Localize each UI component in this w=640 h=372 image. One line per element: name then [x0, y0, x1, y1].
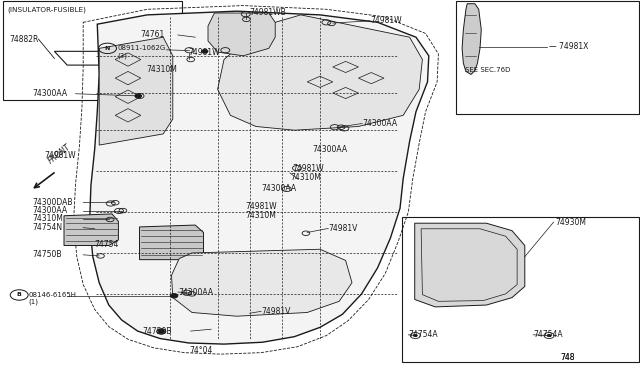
Circle shape [170, 294, 178, 298]
Text: 74981W: 74981W [245, 202, 276, 211]
Text: 74300AA: 74300AA [32, 206, 67, 215]
Polygon shape [140, 225, 204, 260]
Bar [456, 1, 639, 114]
Text: 74754: 74754 [95, 240, 119, 248]
Text: 74310M: 74310M [290, 173, 321, 182]
Text: 74754A: 74754A [533, 330, 563, 339]
Circle shape [413, 334, 417, 337]
Text: 74981WB: 74981WB [250, 8, 286, 17]
Text: 74981W: 74981W [45, 151, 76, 160]
Text: 74882R: 74882R [10, 35, 39, 44]
Text: 74754A: 74754A [408, 330, 438, 339]
Circle shape [159, 330, 163, 333]
Polygon shape [90, 11, 429, 344]
Text: 08146-6165H: 08146-6165H [28, 292, 76, 298]
Text: 74310M: 74310M [146, 65, 177, 74]
Text: 74761: 74761 [141, 31, 165, 39]
Circle shape [135, 94, 141, 98]
Text: 748: 748 [560, 353, 575, 362]
Text: FRONT: FRONT [46, 142, 72, 166]
Text: 74930M: 74930M [556, 218, 586, 227]
Text: 08911-1062G: 08911-1062G [117, 45, 165, 51]
Polygon shape [99, 37, 173, 145]
Bar [3, 1, 182, 100]
Text: (1): (1) [28, 298, 38, 305]
Polygon shape [462, 4, 481, 74]
Text: SEE SEC.76D: SEE SEC.76D [465, 67, 511, 73]
Circle shape [158, 330, 164, 333]
Text: 74981W: 74981W [292, 164, 323, 173]
Text: 74750B: 74750B [142, 327, 172, 336]
Text: 74300AA: 74300AA [178, 288, 213, 296]
Text: 74°04: 74°04 [189, 346, 213, 355]
Text: 74750B: 74750B [32, 250, 61, 259]
Text: 74310M: 74310M [245, 211, 276, 219]
Circle shape [547, 334, 551, 337]
Text: 74981V: 74981V [328, 224, 358, 233]
Text: 74981W: 74981W [370, 16, 401, 25]
Polygon shape [64, 214, 118, 246]
Text: — 74981X: — 74981X [549, 42, 589, 51]
Bar [402, 217, 639, 362]
Text: 748: 748 [560, 353, 575, 362]
Polygon shape [208, 13, 275, 56]
Text: 74300AA: 74300AA [32, 89, 67, 98]
Text: (3): (3) [117, 52, 127, 59]
Text: 74981W: 74981W [189, 48, 220, 57]
Text: 74300DAB: 74300DAB [32, 198, 72, 207]
Circle shape [138, 95, 141, 97]
Text: 74300AA: 74300AA [261, 184, 296, 193]
Text: 74981V: 74981V [261, 307, 291, 316]
Text: N: N [105, 46, 110, 51]
Circle shape [202, 49, 208, 53]
Polygon shape [218, 15, 422, 130]
Text: 74310M: 74310M [32, 214, 63, 223]
Text: 74754N: 74754N [32, 223, 62, 232]
Text: B: B [17, 292, 22, 298]
Text: 74300AA: 74300AA [312, 145, 348, 154]
Text: 74300AA: 74300AA [362, 119, 397, 128]
Polygon shape [415, 223, 525, 307]
Text: (INSULATOR-FUSIBLE): (INSULATOR-FUSIBLE) [8, 7, 86, 13]
Polygon shape [172, 249, 352, 316]
